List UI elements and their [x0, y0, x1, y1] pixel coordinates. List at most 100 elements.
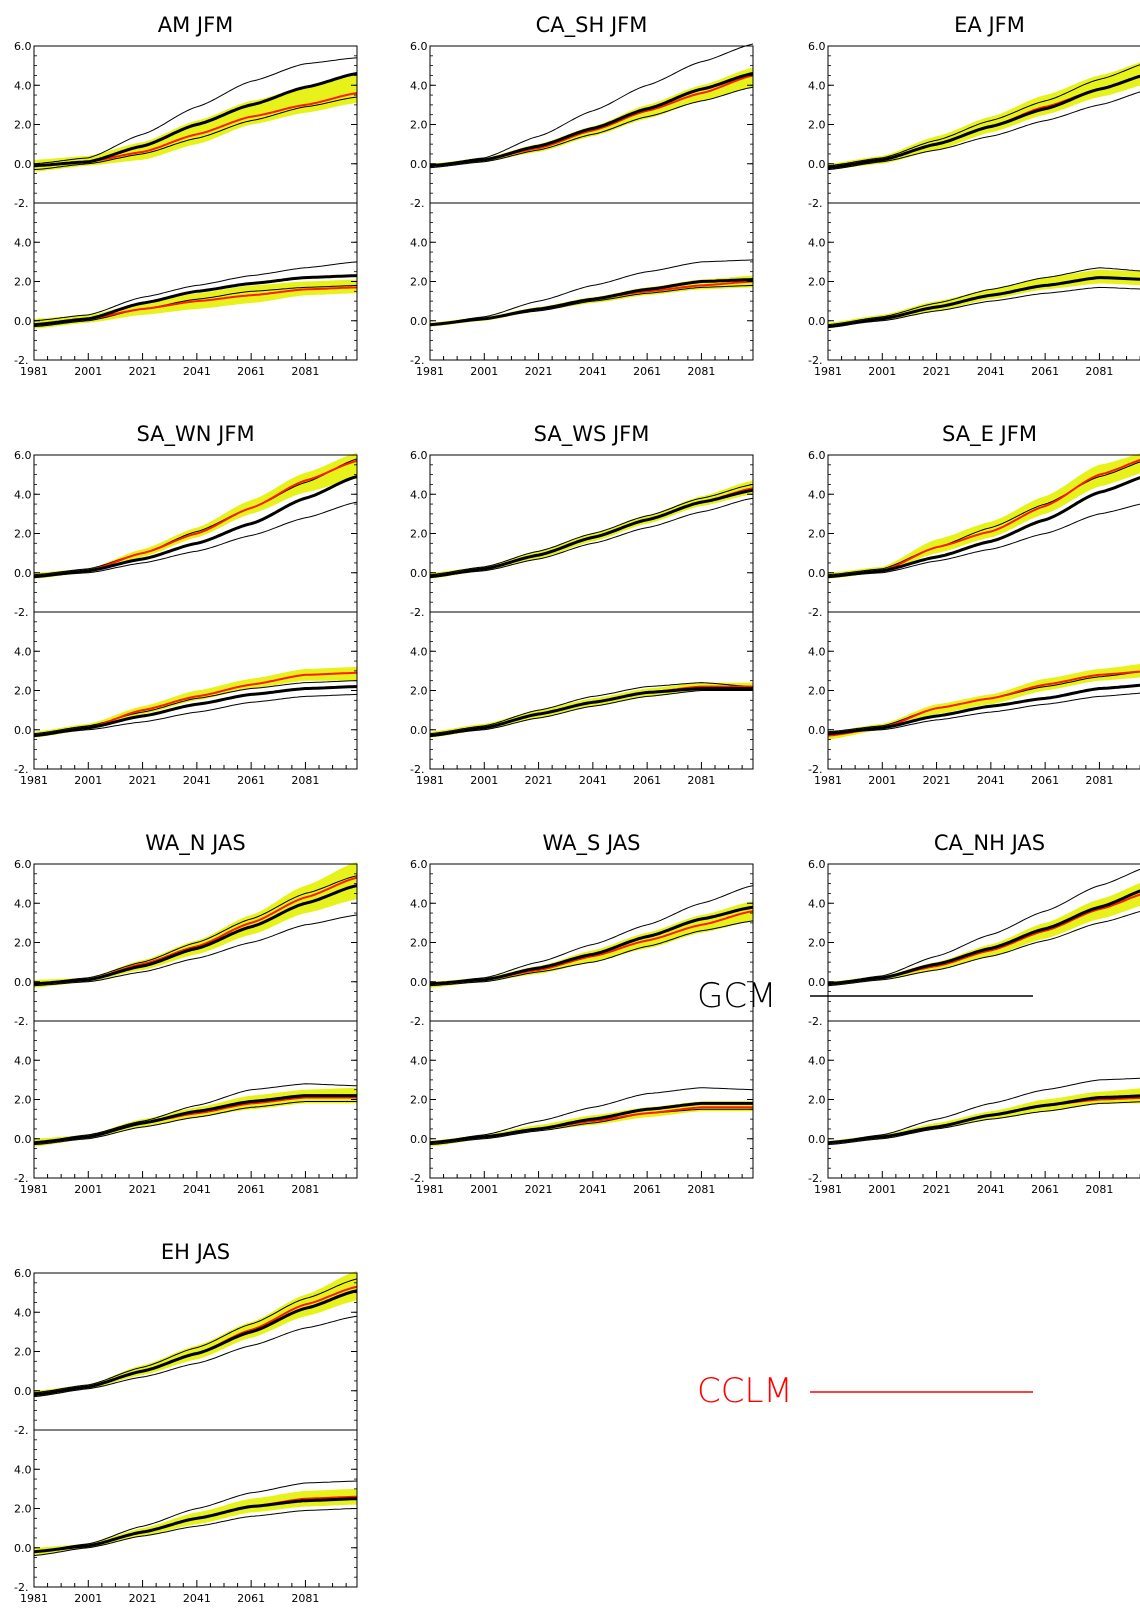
legend-label-cclm: CCLM [697, 1371, 793, 1411]
uncertainty-band [430, 67, 753, 168]
panel-ca-sh-jfm: CA_SH JFM6.04.02.00.0-2.4.02.00.0-2.1981… [410, 13, 754, 378]
y-tick-label: 2.0 [808, 937, 826, 950]
y-tick-label: 2.0 [808, 685, 826, 698]
subplot-lower: 4.0 2.0 0.0 -2. [14, 1020, 358, 1185]
series-gcm-max [33, 1278, 358, 1394]
series-gcm-min [33, 693, 358, 737]
subplot-upper: 6.0 4.0 2.0 0.0 -2. [410, 449, 754, 619]
x-tick-label: 2001 [470, 365, 498, 378]
y-tick-label: -2. [14, 1015, 28, 1028]
x-tick-label: 1981 [814, 1183, 842, 1196]
series-gcm-max [33, 261, 358, 322]
x-tick-label: 2001 [470, 1183, 498, 1196]
subplot-upper: 6.0 4.0 2.0 0.0 -2. [14, 449, 358, 619]
series-gcm-min [429, 497, 754, 578]
series-gcm-mean [827, 74, 1140, 170]
series-gcm-min [33, 1315, 358, 1398]
y-tick-label: 0.0 [808, 724, 826, 737]
x-tick-label: 2041 [183, 365, 211, 378]
y-tick-label: 6.0 [808, 449, 826, 462]
series-gcm-min [827, 91, 1140, 171]
y-tick-label: 2.0 [14, 1346, 32, 1359]
series-gcm-min [827, 503, 1140, 578]
series-gcm-max [827, 868, 1140, 985]
y-tick-label: 4.0 [410, 897, 428, 910]
series-gcm-max [33, 57, 358, 165]
y-tick-label: 2.0 [14, 1503, 32, 1516]
subplot-upper: 6.0 4.0 2.0 0.0 -2. [14, 40, 358, 210]
x-tick-label: 2001 [868, 1183, 896, 1196]
x-tick-label: 1981 [814, 365, 842, 378]
y-tick-label: -2. [808, 763, 822, 776]
x-tick-label: 1981 [814, 774, 842, 787]
x-tick-label: 2061 [237, 1183, 265, 1196]
y-tick-label: 4.0 [808, 1054, 826, 1067]
uncertainty-band [430, 1101, 753, 1147]
series-gcm-max [827, 267, 1140, 326]
panel-title: SA_WS JFM [534, 422, 650, 447]
series-gcm-min [827, 911, 1140, 987]
x-tick-label: 2041 [579, 365, 607, 378]
x-tick-label: 2021 [923, 365, 951, 378]
x-tick-label: 1981 [416, 774, 444, 787]
series-gcm-mean [33, 1497, 358, 1554]
y-tick-label: 6.0 [410, 40, 428, 53]
series-gcm-mean [827, 276, 1140, 329]
series-gcm-min [429, 690, 753, 737]
y-tick-label: 2.0 [808, 528, 826, 541]
x-tick-label: 2061 [633, 774, 661, 787]
y-tick-label: 2.0 [14, 119, 32, 132]
y-tick-label: 4.0 [14, 897, 32, 910]
x-tick-label: 2021 [129, 1592, 157, 1605]
y-tick-label: 0.0 [14, 1542, 32, 1555]
series-gcm-mean [429, 687, 753, 738]
y-tick-label: 4.0 [14, 1463, 32, 1476]
series-gcm-max [429, 682, 754, 735]
y-tick-label: 6.0 [808, 40, 826, 53]
panel-title: SA_E JFM [942, 422, 1037, 447]
y-tick-label: -2. [14, 197, 28, 210]
subplot-lower: 4.0 2.0 0.0 -2. [410, 1020, 754, 1185]
y-tick-label: 2.0 [410, 685, 428, 698]
y-tick-label: 0.0 [410, 158, 428, 171]
y-tick-label: -2. [808, 1015, 822, 1028]
y-tick-label: 4.0 [808, 488, 826, 501]
x-tick-label: 1981 [20, 1183, 48, 1196]
series-gcm-mean [827, 683, 1140, 736]
series-gcm-max [429, 1087, 754, 1144]
x-tick-label: 2001 [74, 774, 102, 787]
x-tick-label: 1981 [416, 365, 444, 378]
y-tick-label: 4.0 [410, 645, 428, 658]
y-tick-label: 0.0 [808, 315, 826, 328]
x-tick-label: 2081 [1085, 1183, 1113, 1196]
y-tick-label: -2. [14, 1172, 28, 1185]
x-tick-label: 2021 [525, 365, 553, 378]
series-gcm-mean [33, 475, 358, 579]
series-gcm-min [827, 286, 1140, 328]
series-gcm-mean [429, 488, 754, 579]
x-tick-label: 2021 [923, 1183, 951, 1196]
subplot-upper: 6.0 4.0 2.0 0.0 -2. [808, 40, 1140, 210]
y-tick-label: 0.0 [808, 976, 826, 989]
series-gcm-mean [33, 884, 358, 986]
axes-frame [33, 611, 358, 770]
y-tick-label: 2.0 [14, 937, 32, 950]
y-tick-label: 4.0 [14, 79, 32, 92]
y-tick-label: 4.0 [410, 79, 428, 92]
x-tick-label: 2061 [1031, 1183, 1059, 1196]
uncertainty-band [34, 1271, 357, 1397]
x-tick-label: 2021 [525, 1183, 553, 1196]
y-tick-label: 6.0 [14, 40, 32, 53]
y-tick-label: 0.0 [808, 1133, 826, 1146]
y-tick-label: -2. [410, 1015, 424, 1028]
subplot-upper: 6.0 4.0 2.0 0.0 -2. [410, 40, 754, 210]
y-tick-label: 4.0 [410, 1054, 428, 1067]
x-tick-label: 2001 [74, 365, 102, 378]
panel-title: EA JFM [954, 13, 1025, 37]
series-gcm-mean [429, 72, 754, 168]
series-gcm-min [33, 284, 358, 328]
x-tick-label: 2081 [291, 365, 319, 378]
